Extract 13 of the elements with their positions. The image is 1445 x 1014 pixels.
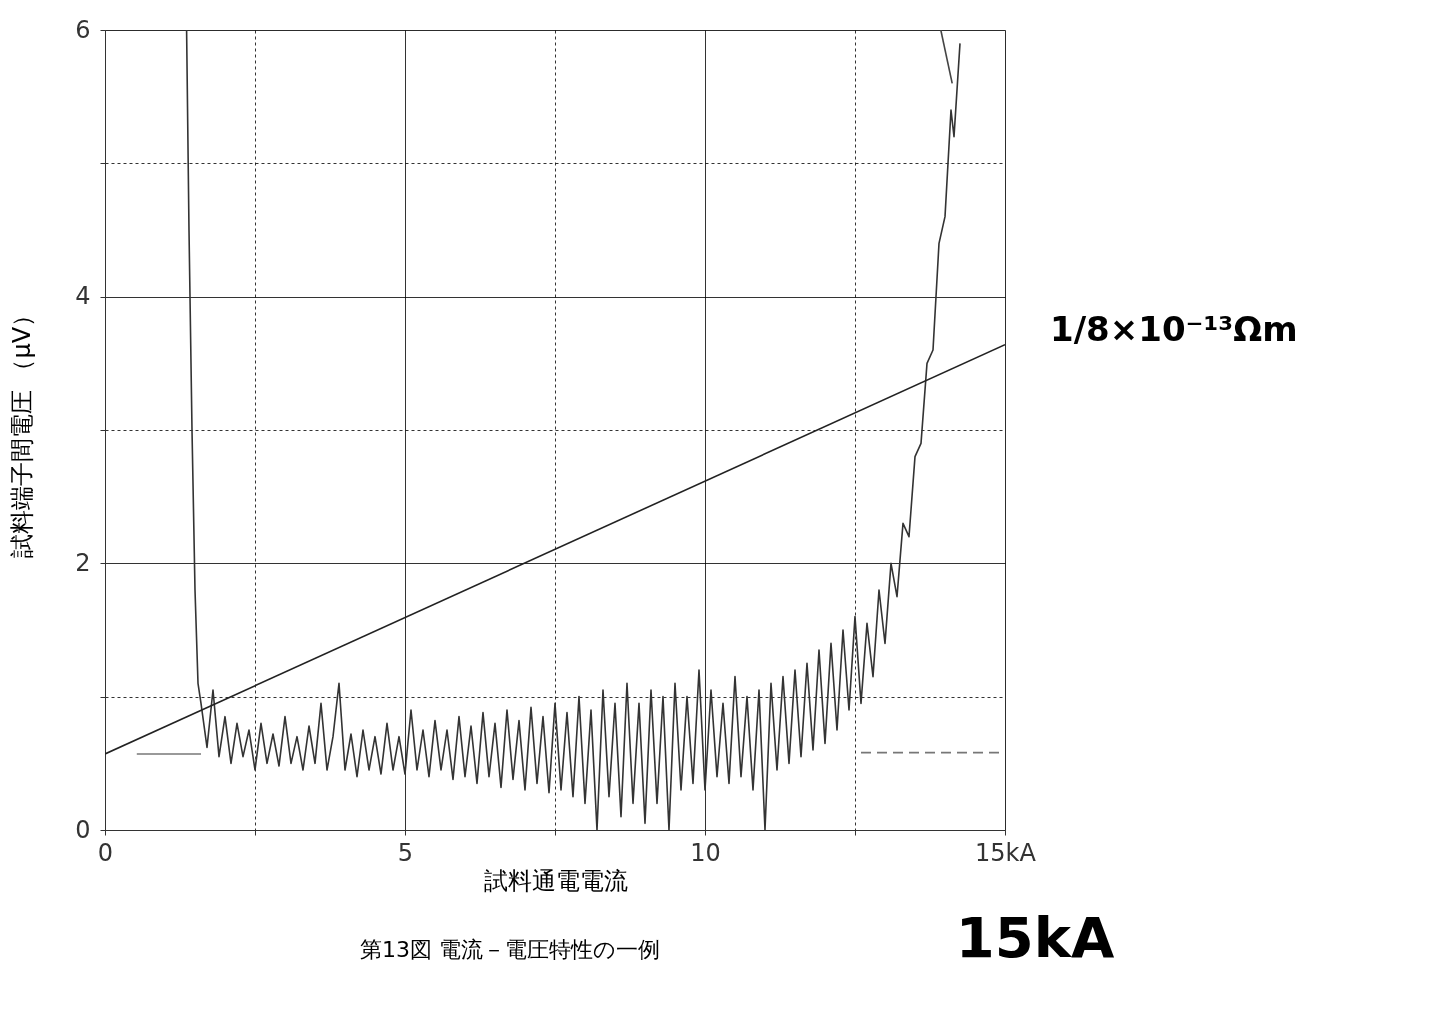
annotation: 1/8×10⁻¹³Ωm [1050,308,1298,349]
text: 第13図 電流－電圧特性の一例 [360,937,660,962]
y-tick-label: 6 [75,15,91,44]
x-axis-title: 試料通電電流 [483,866,628,895]
y-axis-title: 試料端子間電圧 （μV） [8,302,37,559]
y-tick-label: 0 [75,815,91,844]
x-tick-label: 15kA [975,838,1037,867]
x-tick-label: 10 [690,838,721,867]
y-tick-label: 2 [75,548,91,577]
y-tick-label: 4 [75,282,91,311]
x-tick-label: 0 [97,838,114,867]
text: 15kA [955,905,1115,970]
x-tick-label: 5 [397,838,414,867]
